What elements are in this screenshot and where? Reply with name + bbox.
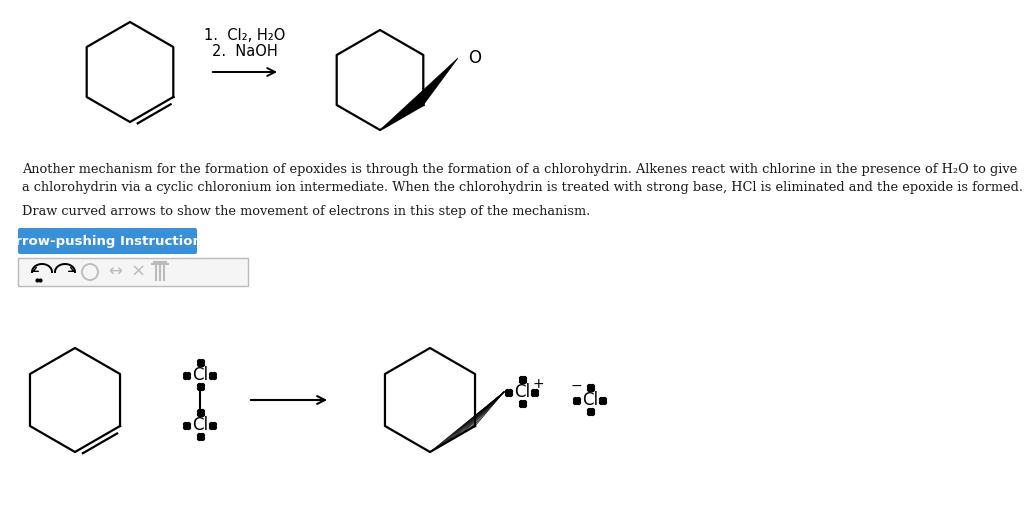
Text: a chlorohydrin via a cyclic chloronium ion intermediate. When the chlorohydrin i: a chlorohydrin via a cyclic chloronium i… — [22, 181, 1023, 195]
Text: −: − — [570, 379, 582, 393]
FancyBboxPatch shape — [18, 228, 197, 254]
Polygon shape — [380, 58, 458, 130]
Text: Draw curved arrows to show the movement of electrons in this step of the mechani: Draw curved arrows to show the movement … — [22, 206, 590, 218]
Text: Cl: Cl — [191, 416, 208, 434]
Text: Cl: Cl — [514, 383, 530, 401]
Text: 2.  NaOH: 2. NaOH — [212, 45, 278, 59]
Text: ×: × — [130, 263, 145, 281]
Text: Another mechanism for the formation of epoxides is through the formation of a ch: Another mechanism for the formation of e… — [22, 164, 1017, 177]
FancyBboxPatch shape — [18, 258, 248, 286]
Text: Cl: Cl — [582, 391, 598, 409]
Text: +: + — [532, 377, 544, 391]
Text: Cl: Cl — [191, 366, 208, 384]
Text: ↔: ↔ — [109, 263, 122, 281]
Text: 1.  Cl₂, H₂O: 1. Cl₂, H₂O — [205, 27, 286, 43]
Text: O: O — [468, 49, 481, 67]
Text: Arrow-pushing Instructions: Arrow-pushing Instructions — [5, 235, 209, 248]
